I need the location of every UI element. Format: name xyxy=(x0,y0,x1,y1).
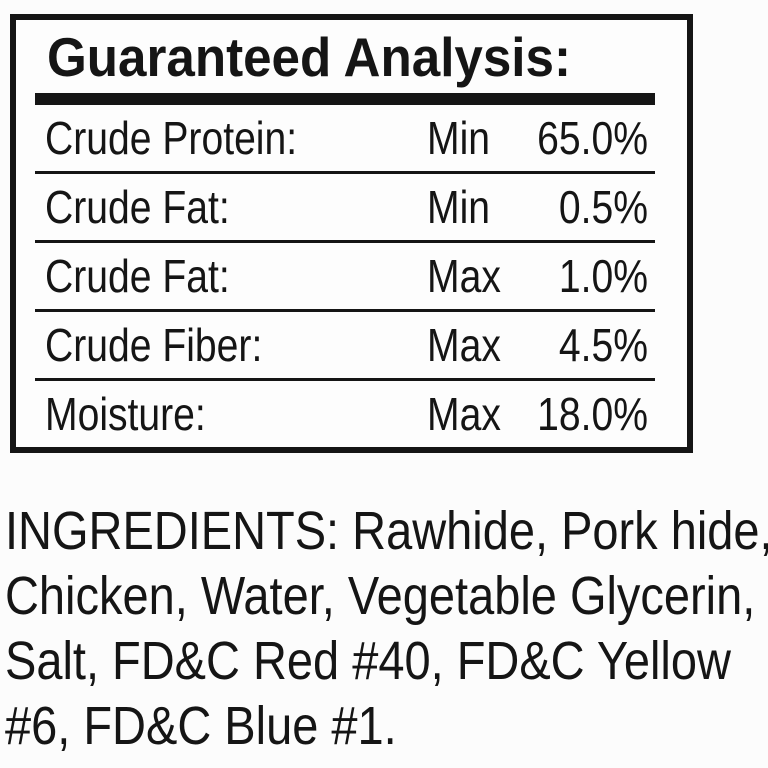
nutrient-label: Crude Fat: xyxy=(45,250,230,302)
nutrient-label: Moisture: xyxy=(45,388,206,440)
nutrient-value-group: Min 65.0% xyxy=(427,111,648,165)
nutrient-value-group: Max 18.0% xyxy=(427,387,648,441)
ingredients-line: Salt, FD&C Red #40, FD&C Yellow xyxy=(5,631,731,691)
constraint-label: Max xyxy=(427,250,501,302)
percentage-value: 1.0% xyxy=(558,250,648,302)
panel-title: Guaranteed Analysis: xyxy=(47,25,571,88)
analysis-row: Moisture: Max 18.0% xyxy=(16,381,687,447)
nutrient-value-group: Max 4.5% xyxy=(427,318,648,372)
nutrient-value-group: Max 1.0% xyxy=(427,249,648,303)
guaranteed-analysis-panel: Guaranteed Analysis: Crude Protein: Min … xyxy=(10,14,693,453)
ingredients-section: INGREDIENTS: Rawhide, Pork hide, Chicken… xyxy=(5,499,768,759)
percentage-value: 4.5% xyxy=(558,319,648,371)
ingredients-line: #6, FD&C Blue #1. xyxy=(5,696,397,756)
analysis-row: Crude Protein: Min 65.0% xyxy=(16,105,687,171)
nutrient-label: Crude Protein: xyxy=(45,112,298,164)
percentage-value: 0.5% xyxy=(558,181,648,233)
row-divider xyxy=(35,240,655,243)
nutrient-label: Crude Fat: xyxy=(45,181,230,233)
analysis-row: Crude Fiber: Max 4.5% xyxy=(16,312,687,378)
nutrient-value-group: Min 0.5% xyxy=(427,180,648,234)
analysis-row: Crude Fat: Min 0.5% xyxy=(16,174,687,240)
ingredients-line: INGREDIENTS: Rawhide, Pork hide, xyxy=(5,501,768,561)
panel-title-row: Guaranteed Analysis: xyxy=(16,20,687,93)
constraint-label: Max xyxy=(427,388,501,440)
row-divider xyxy=(35,171,655,174)
percentage-value: 18.0% xyxy=(537,388,648,440)
row-divider xyxy=(35,378,655,381)
constraint-label: Min xyxy=(427,181,491,233)
nutrient-label: Crude Fiber: xyxy=(45,319,263,371)
row-divider xyxy=(35,309,655,312)
constraint-label: Min xyxy=(427,112,491,164)
title-divider xyxy=(35,93,655,105)
constraint-label: Max xyxy=(427,319,501,371)
ingredients-line: Chicken, Water, Vegetable Glycerin, xyxy=(5,566,756,626)
percentage-value: 65.0% xyxy=(537,112,648,164)
analysis-row: Crude Fat: Max 1.0% xyxy=(16,243,687,309)
